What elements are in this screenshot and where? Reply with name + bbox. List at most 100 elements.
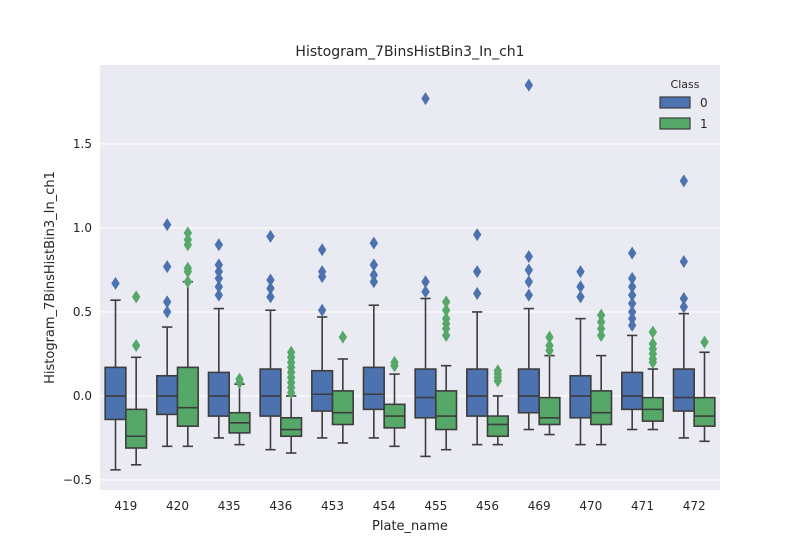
box-iqr <box>207 371 230 417</box>
outlier-point <box>214 238 224 252</box>
box-iqr <box>569 374 592 419</box>
x-tick-label: 471 <box>631 499 654 513</box>
box-iqr <box>362 366 385 411</box>
x-tick-label: 436 <box>269 499 292 513</box>
outlier-point <box>286 345 296 359</box>
outlier-point <box>679 255 689 269</box>
outlier-point <box>317 303 327 317</box>
outlier-point <box>472 228 482 242</box>
outlier-point <box>111 276 120 290</box>
box-420-class-0 <box>156 218 179 448</box>
outlier-point <box>441 303 451 317</box>
box-453-class-1 <box>331 330 354 444</box>
y-tick-label: 1.5 <box>73 137 92 151</box>
box-iqr <box>156 374 179 416</box>
box-420-class-1 <box>176 226 199 448</box>
box-456-class-1 <box>486 364 509 446</box>
outlier-point <box>524 250 534 264</box>
box-456-class-0 <box>466 228 489 446</box>
grid-lines <box>100 143 720 481</box>
x-tick-label: 453 <box>321 499 344 513</box>
box-471-class-0 <box>621 246 644 431</box>
outlier-point <box>421 275 430 289</box>
outlier-point <box>627 297 637 311</box>
box-iqr <box>435 390 458 431</box>
plot-background <box>100 65 720 490</box>
y-axis-title: Histogram_7BinsHistBin3_In_ch1 <box>43 171 58 384</box>
outlier-point <box>317 265 327 279</box>
outlier-point <box>576 280 585 294</box>
outlier-point <box>627 312 637 326</box>
outlier-point <box>627 280 637 294</box>
outlier-point <box>679 300 689 314</box>
x-tick-label: 454 <box>373 499 396 513</box>
outlier-point <box>214 271 224 285</box>
outlier-point <box>266 273 275 287</box>
box-iqr <box>311 369 334 412</box>
outlier-point <box>369 258 379 272</box>
outlier-point <box>648 325 658 339</box>
outlier-point <box>183 261 193 275</box>
box-472-class-1 <box>693 335 716 443</box>
outlier-point <box>627 288 637 302</box>
outlier-point <box>596 315 606 329</box>
outlier-point <box>266 281 275 295</box>
x-tick-label: 469 <box>528 499 551 513</box>
outlier-point <box>214 258 224 272</box>
outlier-point <box>627 318 637 332</box>
outlier-point <box>214 288 224 302</box>
outlier-point <box>214 280 224 294</box>
x-tick-label: 455 <box>424 499 447 513</box>
outlier-point <box>369 268 379 282</box>
outlier-point <box>214 265 224 279</box>
outlier-point <box>524 78 534 92</box>
box-470-class-1 <box>590 308 613 446</box>
box-iqr <box>693 396 716 427</box>
outlier-point <box>576 290 585 304</box>
outlier-point <box>627 305 637 319</box>
box-iqr <box>517 368 540 414</box>
outlier-point <box>131 339 141 353</box>
outlier-point <box>235 372 244 386</box>
box-iqr <box>486 415 509 438</box>
box-iqr <box>125 408 148 449</box>
box-iqr <box>176 366 199 427</box>
box-layer <box>104 78 716 471</box>
box-454-class-0 <box>362 236 385 439</box>
outlier-point <box>596 322 606 336</box>
x-axis-ticks: 419 420 435 436 453 454 455 456 469 470 471 472 <box>114 499 705 513</box>
box-iqr <box>331 390 354 426</box>
box-iqr <box>672 368 695 412</box>
outlier-point <box>421 92 430 106</box>
outlier-point <box>524 288 534 302</box>
box-iqr <box>414 368 437 419</box>
y-tick-label: 0.0 <box>73 389 92 403</box>
outlier-point <box>472 286 482 300</box>
outlier-point <box>131 290 141 304</box>
outlier-point <box>162 295 172 309</box>
y-tick-label: 0.5 <box>73 305 92 319</box>
outlier-point <box>576 265 585 279</box>
box-436-class-0 <box>259 229 282 451</box>
box-435-class-1 <box>228 372 251 446</box>
box-435-class-0 <box>207 238 230 439</box>
outlier-point <box>162 305 172 319</box>
box-469-class-0 <box>517 78 540 431</box>
outlier-point <box>648 337 658 351</box>
legend: Class 0 1 <box>659 78 708 131</box>
outlier-point <box>421 285 430 299</box>
outlier-point <box>596 308 606 322</box>
box-iqr <box>104 366 127 421</box>
box-471-class-1 <box>641 325 664 431</box>
outlier-point <box>545 339 554 353</box>
box-469-class-1 <box>538 330 561 436</box>
box-iqr <box>621 371 644 411</box>
y-tick-label: −0.5 <box>63 473 92 487</box>
legend-title: Class <box>671 78 700 91</box>
box-iqr <box>538 396 561 426</box>
outlier-point <box>679 174 689 188</box>
box-454-class-1 <box>383 355 406 448</box>
outlier-point <box>596 328 606 342</box>
outlier-point <box>162 218 172 232</box>
